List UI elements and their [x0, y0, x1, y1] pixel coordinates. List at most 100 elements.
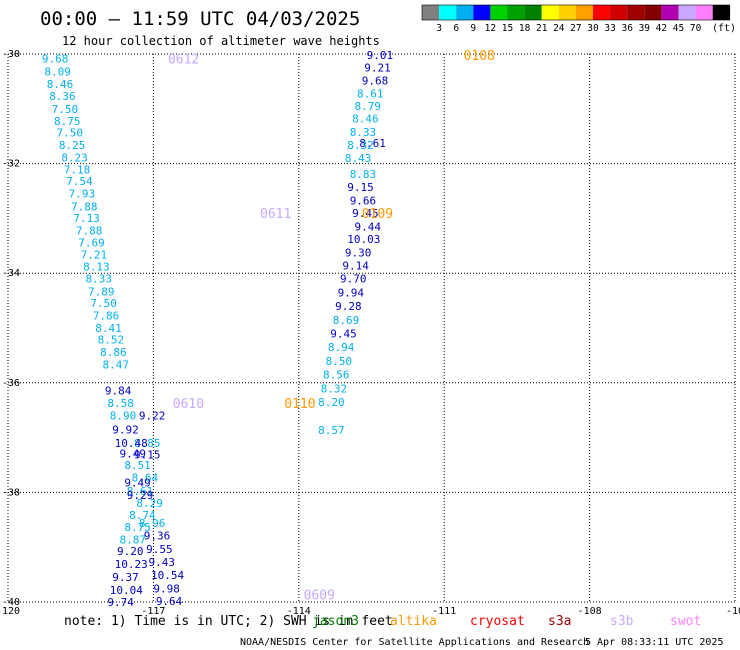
y-tick-label: -30	[2, 49, 20, 60]
y-tick-label: -32	[2, 159, 20, 170]
wave-height-label: 8.61	[357, 87, 384, 100]
wave-height-label: 8.79	[355, 100, 382, 113]
wave-height-label: 9.49	[119, 447, 145, 460]
wave-height-label: 8.69	[333, 314, 360, 327]
wave-height-label: 8.61	[359, 137, 386, 150]
color-swatch	[456, 5, 474, 20]
color-scale-legend: 3 6 9 12 15 18 21 24 27 30 33 36 39 42 45 70	[421, 4, 731, 34]
pass-number-label: 0611	[260, 207, 291, 222]
color-swatch	[473, 5, 491, 20]
x-tick-label: -120	[0, 606, 20, 617]
wave-height-label: 8.43	[345, 152, 372, 165]
legend-entry-s3b: s3b	[610, 614, 634, 629]
pass-number-label: 0110	[284, 397, 315, 412]
pass-number-label: 0109	[362, 207, 393, 222]
wave-height-label: 8.32	[321, 382, 348, 395]
wave-height-label: 8.85	[134, 437, 161, 450]
color-scale-label: 3	[436, 23, 442, 34]
wave-height-label: 8.58	[107, 397, 133, 410]
color-swatch	[575, 5, 593, 20]
wave-height-label: 7.50	[90, 297, 117, 310]
wave-height-label: 9.01	[367, 49, 394, 62]
wave-height-label: 8.32	[347, 139, 374, 152]
color-swatch	[439, 5, 457, 20]
x-tick-label: -111	[432, 606, 456, 617]
wave-height-label: 8.96	[139, 517, 166, 530]
chart-subtitle: 12 hour collection of altimeter wave hei…	[62, 34, 380, 48]
wave-height-label: 9.94	[338, 286, 365, 299]
color-swatch	[490, 5, 508, 20]
color-swatch	[644, 5, 662, 20]
y-tick-label: -36	[2, 378, 20, 389]
chart-title: 00:00 – 11:59 UTC 04/03/2025	[40, 8, 360, 30]
color-scale-label: 12	[485, 23, 496, 34]
x-axis-ticks: -120 -117 -114 -111 -108 -10	[0, 606, 740, 617]
timestamp-text: 5 Apr 08:33:11 UTC 2025	[585, 637, 723, 648]
color-scale-label: 24	[553, 23, 565, 34]
wave-height-label: 7.54	[66, 175, 93, 188]
wave-height-label: 9.45	[330, 327, 357, 340]
wave-height-label: 9.14	[342, 260, 369, 273]
color-swatch	[610, 5, 628, 20]
wave-height-label: 9.49	[124, 477, 151, 490]
wave-height-label: 7.88	[71, 200, 98, 213]
wave-height-label: 9.20	[117, 545, 144, 558]
wave-height-label: 8.83	[350, 168, 377, 181]
pass-annotations: 0612 0108 0611 0109 0610 0110 0609	[168, 49, 495, 603]
wave-height-label: 8.25	[59, 139, 86, 152]
satellite-legend: jason3 altika cryosat s3a s3b swot	[312, 614, 701, 629]
color-swatch	[593, 5, 611, 20]
wave-height-label: 8.33	[86, 273, 113, 286]
wave-height-label: 8.64	[132, 472, 159, 485]
wave-height-label: 9.29	[127, 489, 154, 502]
wave-height-label: 9.92	[112, 423, 139, 436]
wave-height-label: 8.50	[325, 355, 352, 368]
wave-height-label: 8.46	[47, 78, 73, 91]
wave-height-label: 9.28	[335, 300, 362, 313]
color-scale-label: 42	[656, 23, 667, 34]
wave-height-label: 8.52	[98, 334, 125, 347]
wave-height-label: 8.51	[124, 459, 151, 472]
color-scale-label: 21	[536, 23, 548, 34]
color-swatch	[712, 5, 730, 20]
color-scale-label: 33	[604, 23, 615, 34]
x-tick-label: -10	[726, 606, 740, 617]
x-tick-label: -117	[141, 606, 165, 617]
wave-height-label: 8.56	[323, 369, 350, 382]
color-scale-label: 39	[639, 23, 651, 34]
color-scale-label: 15	[502, 23, 513, 34]
color-swatch	[661, 5, 679, 20]
color-scale-label: 18	[519, 23, 531, 34]
x-tick-label: -114	[287, 606, 311, 617]
wave-height-label: 10.03	[347, 233, 380, 246]
wave-height-label: 9.84	[105, 384, 132, 397]
wave-height-label: 8.47	[103, 359, 130, 372]
wave-height-label: 9.43	[149, 556, 176, 569]
credit-text: NOAA/NESDIS Center for Satellite Applica…	[240, 637, 589, 648]
legend-entry-cryosat: cryosat	[470, 614, 525, 629]
wave-height-label: 7.88	[76, 224, 103, 237]
pass-number-label: 0610	[173, 397, 204, 412]
color-scale-label: 45	[673, 23, 684, 34]
pass-number-label: 0108	[464, 49, 495, 64]
color-scale-border	[421, 4, 731, 21]
wave-height-label: 10.23	[115, 558, 148, 571]
wave-height-label: 9.22	[139, 410, 166, 423]
wave-height-label: 8.57	[318, 424, 345, 437]
wave-height-label: 10.04	[110, 584, 143, 597]
wave-height-label: 8.75	[124, 521, 151, 534]
y-axis-ticks: -30 -32 -34 -36 -38 -40	[2, 49, 20, 608]
color-swatch	[627, 5, 645, 20]
legend-entry-altika: altika	[390, 614, 437, 629]
wave-height-label: 9.64	[156, 595, 183, 608]
color-scale-label: 70	[690, 23, 702, 34]
wave-height-label: 8.86	[100, 346, 127, 359]
wave-height-label: 9.66	[350, 194, 377, 207]
wave-height-label: 8.87	[119, 534, 145, 547]
wave-height-label: 7.69	[78, 237, 105, 250]
wave-height-label: 8.61	[127, 485, 154, 498]
color-scale-label: 27	[570, 23, 581, 34]
wave-height-label: 9.45	[352, 207, 379, 220]
wave-height-label: 8.75	[54, 115, 81, 128]
